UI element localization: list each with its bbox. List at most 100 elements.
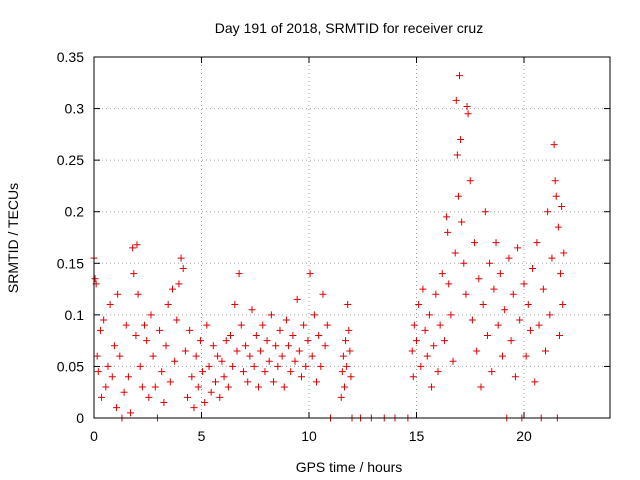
y-tick-label: 0.3: [65, 101, 85, 117]
data-point: [339, 352, 347, 360]
data-point: [100, 316, 108, 324]
data-point: [98, 393, 106, 401]
data-point: [145, 393, 153, 401]
data-point: [425, 311, 433, 319]
y-tick-label: 0.2: [65, 204, 85, 220]
data-point: [337, 393, 345, 401]
data-point: [151, 383, 159, 391]
data-point: [209, 342, 217, 350]
data-point: [248, 306, 256, 314]
data-point: [196, 337, 204, 345]
data-point: [509, 290, 517, 298]
data-point: [190, 404, 198, 412]
data-point: [300, 321, 308, 329]
data-point: [557, 270, 565, 278]
data-point: [173, 316, 181, 324]
data-point: [560, 249, 568, 257]
data-point: [413, 337, 420, 345]
data-point: [171, 357, 179, 365]
data-point: [108, 373, 116, 381]
data-point: [306, 270, 314, 278]
y-tick-label: 0.1: [65, 307, 85, 323]
data-point: [516, 316, 524, 324]
data-point: [285, 342, 293, 350]
data-point: [347, 373, 355, 381]
data-point: [282, 316, 290, 324]
data-point: [492, 239, 500, 247]
data-point: [338, 368, 346, 376]
data-point: [454, 192, 462, 200]
data-point: [229, 362, 237, 370]
axis-ticks: [93, 56, 610, 419]
data-point: [130, 270, 138, 278]
data-point: [432, 290, 440, 298]
data-point: [274, 362, 282, 370]
data-point: [468, 316, 476, 324]
data-point: [263, 337, 271, 345]
data-point: [207, 388, 215, 396]
data-point: [445, 280, 453, 288]
data-point: [551, 177, 559, 185]
x-tick-label: 10: [301, 428, 317, 444]
data-point: [419, 285, 427, 293]
data-point: [456, 72, 463, 80]
data-point: [501, 306, 509, 314]
data-point: [344, 301, 352, 309]
data-point: [444, 228, 452, 236]
data-point: [257, 347, 265, 355]
data-point: [434, 368, 442, 376]
y-tick-label: 0.05: [57, 358, 84, 374]
data-point: [449, 357, 457, 365]
data-point: [158, 368, 166, 376]
y-tick-label: 0.15: [57, 255, 84, 271]
data-point: [499, 352, 506, 360]
data-point: [466, 177, 474, 185]
data-point: [218, 357, 226, 365]
data-point: [267, 311, 275, 319]
data-point: [201, 399, 209, 407]
data-point: [252, 331, 260, 339]
data-point: [194, 383, 202, 391]
x-tick-label: 0: [90, 428, 98, 444]
data-point: [415, 301, 423, 309]
data-point: [479, 301, 487, 309]
data-point: [460, 259, 468, 267]
data-point: [175, 280, 183, 288]
data-point: [168, 285, 176, 293]
data-point: [310, 311, 318, 319]
data-point: [239, 368, 247, 376]
data-point: [542, 347, 549, 355]
data-point: [544, 208, 552, 216]
data-point: [463, 103, 471, 111]
data-point: [410, 321, 418, 329]
y-tick-label: 0: [76, 410, 84, 426]
data-point: [104, 362, 112, 370]
data-point: [522, 352, 530, 360]
data-point: [116, 352, 124, 360]
data-point: [289, 331, 297, 339]
data-point: [304, 337, 312, 345]
data-point: [457, 136, 465, 144]
data-point: [231, 301, 239, 309]
data-point: [235, 270, 243, 278]
data-point: [110, 342, 118, 350]
data-point: [481, 208, 489, 216]
x-tick-label: 5: [198, 428, 206, 444]
data-point: [147, 311, 155, 319]
data-point: [494, 321, 502, 329]
x-tick-label: 20: [516, 428, 532, 444]
data-point: [546, 311, 554, 319]
data-point: [297, 373, 305, 381]
data-point: [505, 254, 513, 262]
data-point: [458, 218, 466, 226]
data-point: [440, 337, 448, 345]
data-point: [205, 362, 213, 370]
data-point: [113, 404, 121, 412]
plot-frame: [93, 56, 611, 419]
data-point: [156, 326, 164, 334]
data-point: [184, 393, 192, 401]
data-point: [214, 352, 222, 360]
data-point: [323, 321, 331, 329]
data-point: [134, 290, 142, 298]
